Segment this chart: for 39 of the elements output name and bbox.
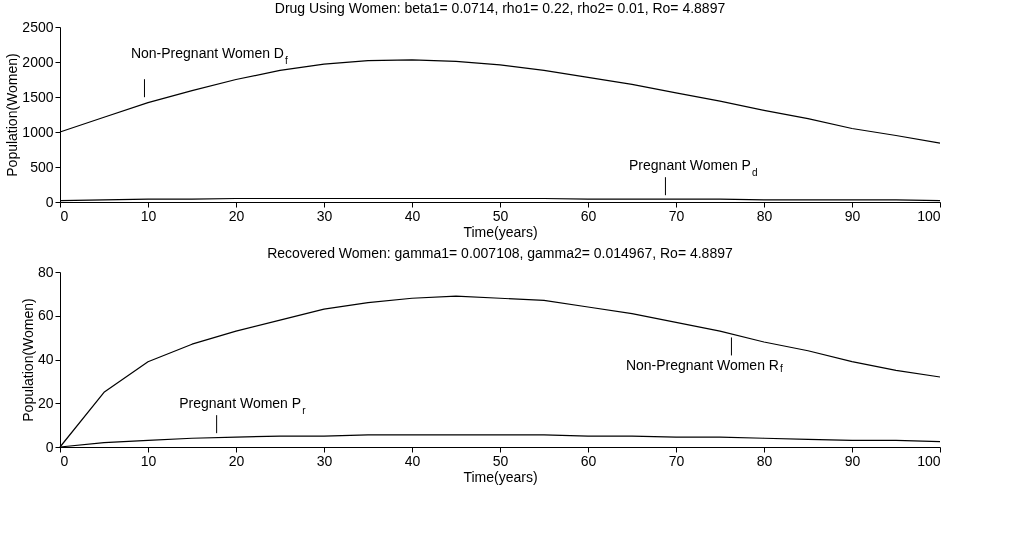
x-tick-label: 70 [668,452,685,469]
x-tick-label: 100 [917,207,941,224]
y-axis-title: Population(Women) [19,298,36,422]
chart-title: Recovered Women: gamma1= 0.007108, gamma2= 0.014967, Ro= 4.8897 [267,245,733,261]
y-tick-label: 20 [37,394,54,411]
x-tick-label: 50 [492,452,509,469]
y-tick-label: 60 [37,307,54,324]
y-axis-title: Population(Women) [4,53,21,177]
x-tick-label: 100 [917,452,941,469]
x-tick-label: 30 [316,207,333,224]
x-tick-label: 80 [756,452,773,469]
x-tick-label: 60 [580,452,597,469]
x-tick-label: 10 [140,207,157,224]
y-tick-label: 0 [45,438,54,455]
y-tick-label: 0 [45,193,54,210]
y-tick-label: 2500 [22,18,54,35]
x-tick-label: 20 [228,452,245,469]
x-tick-label: 0 [60,452,69,469]
y-tick-label: 2000 [22,53,54,70]
x-tick-label: 40 [404,452,421,469]
x-tick-label: 10 [140,452,157,469]
x-tick-label: 0 [60,207,69,224]
chart-title: Drug Using Women: beta1= 0.0714, rho1= 0.22, rho2= 0.01, Ro= 4.8897 [274,0,726,16]
x-tick-label: 20 [228,207,245,224]
y-tick-label: 1500 [22,88,54,105]
x-tick-label: 30 [316,452,333,469]
y-tick-label: 1000 [22,123,54,140]
x-tick-label: 40 [404,207,421,224]
x-tick-label: 60 [580,207,597,224]
x-tick-label: 50 [492,207,509,224]
x-tick-label: 90 [844,207,861,224]
y-tick-label: 500 [30,158,54,175]
x-axis-title: Time(years) [463,468,538,485]
y-tick-label: 80 [37,263,54,280]
x-tick-label: 70 [668,207,685,224]
x-tick-label: 80 [756,207,773,224]
x-axis-title: Time(years) [463,223,538,240]
x-tick-label: 90 [844,452,861,469]
y-tick-label: 40 [37,351,54,367]
